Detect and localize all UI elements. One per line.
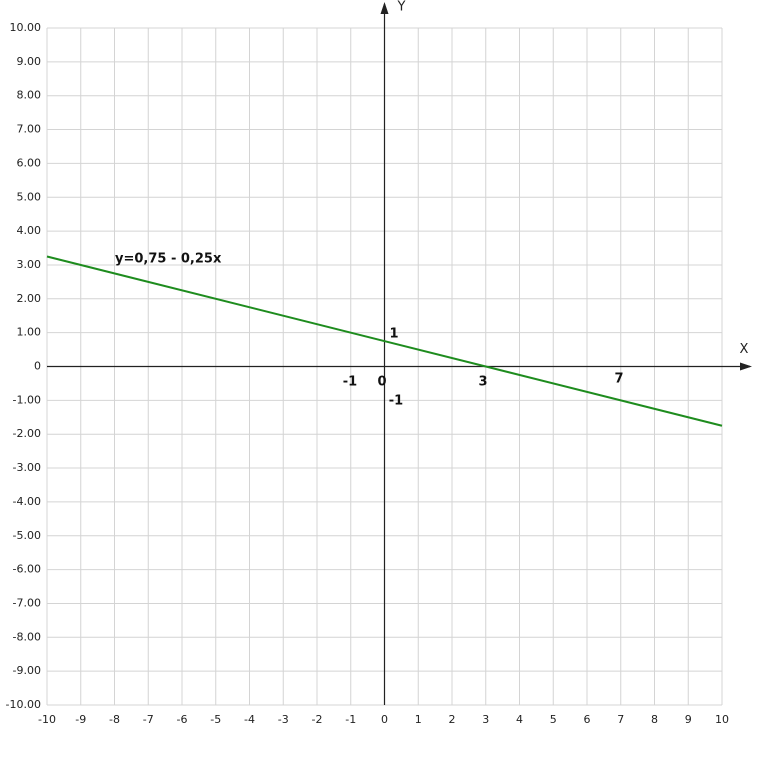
y-tick-label: -6.00 bbox=[13, 563, 41, 576]
annotation: -1 bbox=[343, 375, 357, 390]
y-tick-label: 9.00 bbox=[17, 55, 42, 68]
x-tick-label: 2 bbox=[449, 713, 456, 726]
x-tick-label: -3 bbox=[278, 713, 289, 726]
x-tick-label: -6 bbox=[177, 713, 188, 726]
y-tick-label: -5.00 bbox=[13, 529, 41, 542]
y-tick-label: 1.00 bbox=[17, 326, 42, 339]
x-tick-label: -2 bbox=[312, 713, 323, 726]
y-tick-label: 0 bbox=[34, 360, 41, 373]
y-tick-label: 6.00 bbox=[17, 156, 42, 169]
annotation: 7 bbox=[614, 372, 623, 387]
annotation: 3 bbox=[478, 375, 487, 390]
x-tick-label: 9 bbox=[685, 713, 692, 726]
x-tick-label: 10 bbox=[715, 713, 729, 726]
data-line bbox=[46, 255, 723, 427]
y-axis-label: Y bbox=[397, 0, 406, 15]
y-tick-label: 5.00 bbox=[17, 190, 42, 203]
x-tick-label: 0 bbox=[381, 713, 388, 726]
annotation: 1 bbox=[389, 327, 398, 342]
y-tick-label: -1.00 bbox=[13, 393, 41, 406]
y-tick-label: 4.00 bbox=[17, 224, 42, 237]
y-tick-label: -9.00 bbox=[13, 664, 41, 677]
y-axis-arrow bbox=[380, 2, 389, 14]
x-tick-label: 1 bbox=[415, 713, 422, 726]
x-tick-label: -4 bbox=[244, 713, 255, 726]
x-axis-label: X bbox=[740, 342, 749, 357]
x-tick-label: -7 bbox=[143, 713, 154, 726]
x-tick-label: 5 bbox=[550, 713, 557, 726]
y-tick-label: 7.00 bbox=[17, 123, 42, 136]
annotation: 0 bbox=[377, 375, 386, 390]
y-tick-label: 3.00 bbox=[17, 258, 42, 271]
y-tick-label: -2.00 bbox=[13, 427, 41, 440]
x-tick-label: -10 bbox=[38, 713, 56, 726]
x-tick-label: -5 bbox=[210, 713, 221, 726]
x-tick-label: 4 bbox=[516, 713, 523, 726]
x-tick-label: -9 bbox=[75, 713, 86, 726]
x-tick-label: 6 bbox=[584, 713, 591, 726]
x-tick-label: 7 bbox=[617, 713, 624, 726]
annotation: y=0,75 - 0,25x bbox=[115, 252, 222, 267]
annotation: -1 bbox=[389, 394, 403, 409]
x-axis-arrow bbox=[740, 362, 752, 371]
x-tick-label: 3 bbox=[482, 713, 489, 726]
y-tick-label: 8.00 bbox=[17, 89, 42, 102]
y-tick-label: 10.00 bbox=[10, 21, 42, 34]
y-tick-label: -10.00 bbox=[6, 698, 41, 711]
y-tick-label: -4.00 bbox=[13, 495, 41, 508]
y-tick-label: -8.00 bbox=[13, 630, 41, 643]
x-tick-label: -8 bbox=[109, 713, 120, 726]
y-tick-label: -3.00 bbox=[13, 461, 41, 474]
y-tick-label: 2.00 bbox=[17, 292, 42, 305]
x-tick-label: -1 bbox=[345, 713, 356, 726]
y-tick-label: -7.00 bbox=[13, 596, 41, 609]
x-tick-label: 8 bbox=[651, 713, 658, 726]
